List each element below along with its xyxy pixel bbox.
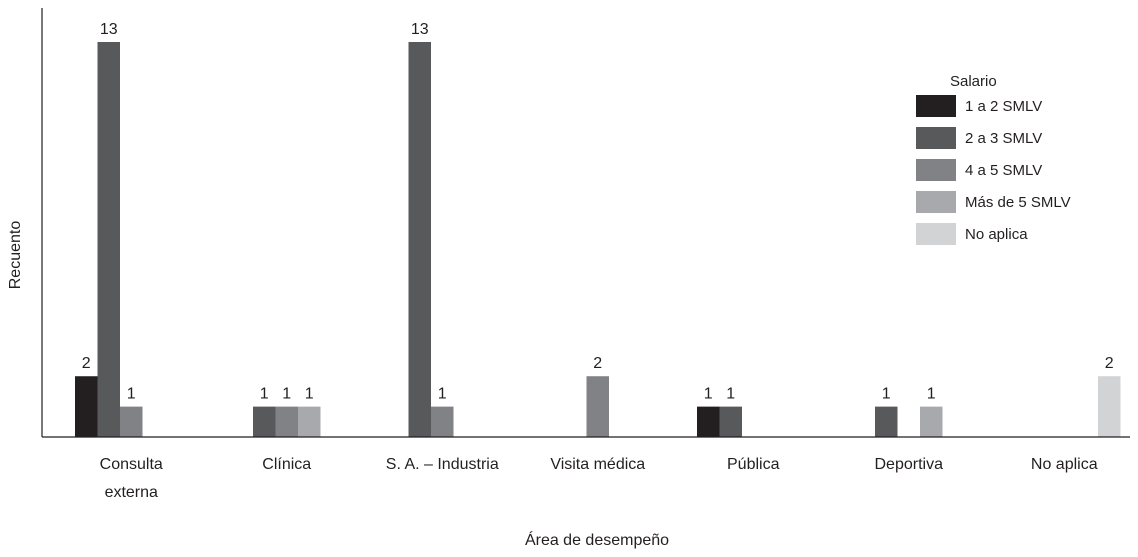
x-tick-label: Clínica xyxy=(262,456,311,473)
bar-value-label: 1 xyxy=(927,386,936,403)
bar xyxy=(1098,376,1121,437)
legend: Salario 1 a 2 SMLV 2 a 3 SMLV 4 a 5 SMLV Má… xyxy=(916,73,1071,245)
x-axis-title: Área de desempeño xyxy=(525,530,669,549)
legend-swatch xyxy=(916,127,956,149)
bar-value-label: 2 xyxy=(1105,355,1114,372)
bar xyxy=(75,376,98,437)
bar-value-label: 13 xyxy=(100,21,118,38)
x-tick-label: Deportiva xyxy=(875,456,944,473)
x-tick-label: Consulta xyxy=(100,456,163,473)
bar xyxy=(298,407,321,437)
bar xyxy=(276,407,299,437)
bar-value-label: 1 xyxy=(704,386,713,403)
legend-swatch xyxy=(916,159,956,181)
bar-value-label: 13 xyxy=(411,21,429,38)
legend-label: 2 a 3 SMLV xyxy=(965,130,1042,147)
bar xyxy=(720,407,743,437)
bar-value-label: 2 xyxy=(593,355,602,372)
bar-value-label: 1 xyxy=(305,386,314,403)
bar xyxy=(253,407,276,437)
bar-value-label: 1 xyxy=(726,386,735,403)
x-tick-label: Visita médica xyxy=(550,456,645,473)
x-tick-label: No aplica xyxy=(1031,456,1098,473)
bar-value-label: 1 xyxy=(127,386,136,403)
bars-layer xyxy=(75,42,1121,437)
legend-swatch xyxy=(916,223,956,245)
bar xyxy=(875,407,898,437)
bar xyxy=(431,407,454,437)
x-tick-label: Pública xyxy=(727,456,780,473)
legend-label: No aplica xyxy=(965,226,1028,243)
legend-title: Salario xyxy=(950,73,997,90)
bar-value-label: 1 xyxy=(438,386,447,403)
legend-label: Más de 5 SMLV xyxy=(965,194,1071,211)
legend-label: 1 a 2 SMLV xyxy=(965,98,1042,115)
bar xyxy=(120,407,143,437)
bar-value-label: 1 xyxy=(282,386,291,403)
y-axis-title: Recuento xyxy=(7,221,24,290)
bar-value-label: 1 xyxy=(260,386,269,403)
bar xyxy=(98,42,121,437)
bar xyxy=(697,407,720,437)
bar xyxy=(587,376,610,437)
bar-value-label: 1 xyxy=(882,386,891,403)
legend-swatch xyxy=(916,95,956,117)
bar xyxy=(920,407,943,437)
bar-value-label: 2 xyxy=(82,355,91,372)
legend-swatch xyxy=(916,191,956,213)
bar xyxy=(409,42,432,437)
x-tick-label: externa xyxy=(105,484,158,501)
x-tick-label: S. A. – Industria xyxy=(386,456,499,473)
x-tick-labels-layer: Consulta externa Clínica S. A. – Industria V… xyxy=(100,456,1098,501)
legend-label: 4 a 5 SMLV xyxy=(965,162,1042,179)
